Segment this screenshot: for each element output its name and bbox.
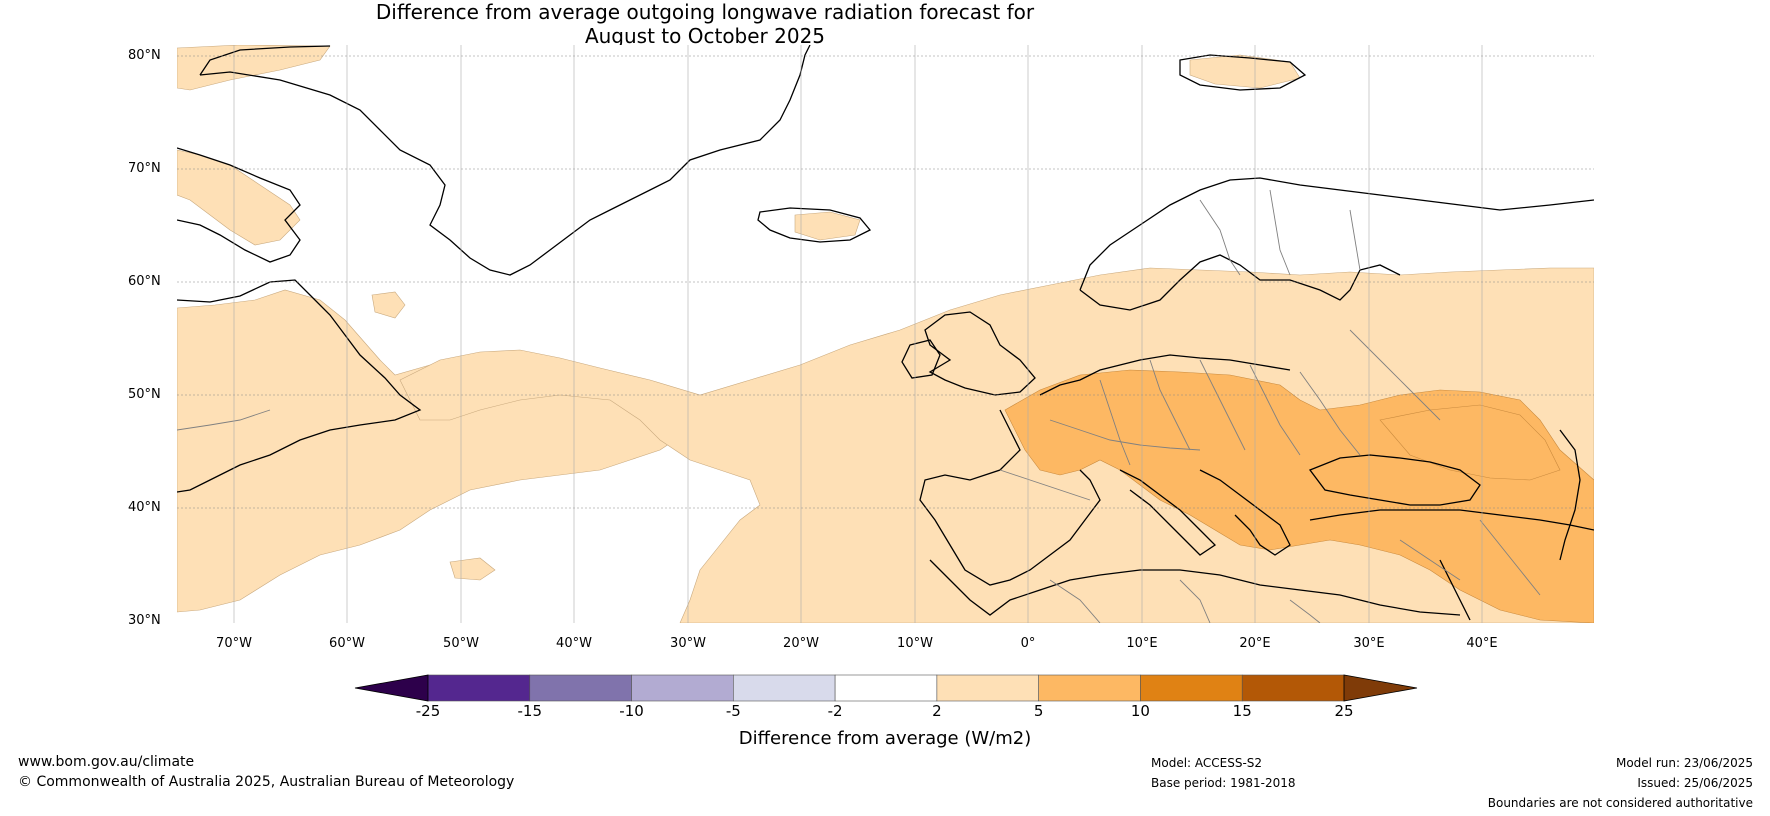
lon-label-20e: 20°E <box>1239 636 1271 651</box>
colorbar-tick-label: -2 <box>827 702 843 720</box>
lon-label-10e: 10°E <box>1126 636 1158 651</box>
anomaly-region-turkey-east <box>1379 404 1561 481</box>
lat-label-80n: 80°N <box>128 48 161 63</box>
colorbar-bin <box>834 674 938 702</box>
coastline-black-sea <box>1308 454 1481 506</box>
coastline-france-iberia <box>919 409 1101 586</box>
anomaly-moderate-regions <box>1004 369 1594 623</box>
lon-label-60w: 60°W <box>329 636 365 651</box>
coastline-norway-west <box>1079 254 1401 311</box>
footer-issued: Issued: 25/06/2025 <box>1637 776 1753 790</box>
coastline-iceland <box>757 207 872 243</box>
coastline-north-africa <box>929 559 1461 616</box>
coastline-labrador <box>177 279 422 493</box>
colorbar-tick-label: -5 <box>725 702 741 720</box>
graticule <box>177 45 1594 623</box>
anomaly-region-iceland <box>794 211 861 241</box>
lon-label-20w: 20°W <box>783 636 819 651</box>
coastline-svalbard <box>1179 54 1307 91</box>
lon-label-30e: 30°E <box>1353 636 1385 651</box>
coastline-greenland-north <box>199 45 331 76</box>
footer-model: Model: ACCESS-S2 <box>1151 756 1263 770</box>
coastline-baffin <box>177 147 301 263</box>
country-borders <box>177 189 1541 623</box>
anomaly-region-greenland-north <box>177 45 331 91</box>
footer-website: www.bom.gov.au/climate <box>18 754 195 770</box>
lat-label-50n: 50°N <box>128 387 161 402</box>
lon-label-50w: 50°W <box>443 636 479 651</box>
colorbar-bin <box>631 674 734 702</box>
colorbar-over-triangle <box>1343 674 1418 702</box>
title-line-1: Difference from average outgoing longwav… <box>375 0 1035 24</box>
lon-label-30w: 30°W <box>670 636 706 651</box>
lat-label-70n: 70°N <box>128 161 161 176</box>
colorbar-tick-label: 25 <box>1334 702 1354 720</box>
lat-label-60n: 60°N <box>128 274 161 289</box>
coastline-greenland <box>199 45 811 276</box>
colorbar-tick-label: 2 <box>932 702 942 720</box>
coastline-caspian <box>1559 429 1581 561</box>
colorbar-label: Difference from average (W/m2) <box>738 728 1032 749</box>
colorbar-bin <box>427 674 531 702</box>
footer-model-run: Model run: 23/06/2025 <box>1615 756 1753 770</box>
colorbar-tick-label: 10 <box>1130 702 1150 720</box>
colorbar-bin <box>1241 674 1345 702</box>
lon-label-40w: 40°W <box>556 636 592 651</box>
colorbar-bin <box>529 674 632 702</box>
footer-disclaimer: Boundaries are not considered authoritat… <box>1487 796 1753 810</box>
lon-label-70w: 70°W <box>216 636 252 651</box>
colorbar-bin <box>1038 674 1141 702</box>
lat-label-30n: 30°N <box>128 613 161 628</box>
chart-title: Difference from average outgoing longwav… <box>0 0 1410 48</box>
colorbar-bin <box>936 674 1039 702</box>
colorbar-tick-label: -10 <box>619 702 644 720</box>
coastline-ireland <box>901 339 941 379</box>
anomaly-region-svalbard <box>1189 54 1301 89</box>
title-line-2: August to October 2025 <box>584 24 826 48</box>
colorbar-tick-label: -15 <box>517 702 543 720</box>
coastline-british-isles <box>924 311 1036 396</box>
anomaly-region-labrador-sea <box>371 291 406 319</box>
colorbar-bin <box>733 674 836 702</box>
coastline-italy <box>1119 469 1217 556</box>
coastline-turkey <box>1309 509 1594 531</box>
colorbar-tick-label: 15 <box>1232 702 1252 720</box>
colorbar-tick-label: -25 <box>415 702 441 720</box>
colorbar-tick-label: 5 <box>1033 702 1044 720</box>
colorbar <box>354 674 1418 702</box>
footer-base-period: Base period: 1981-2018 <box>1151 776 1296 790</box>
coastline-western-europe <box>1039 354 1291 396</box>
forecast-map <box>177 45 1594 623</box>
lon-label-0: 0° <box>1020 636 1036 651</box>
colorbar-bin <box>1140 674 1243 702</box>
colorbar-under-triangle <box>354 674 429 702</box>
lon-label-10w: 10°W <box>897 636 933 651</box>
lat-label-40n: 40°N <box>128 500 161 515</box>
lon-label-40e: 40°E <box>1466 636 1498 651</box>
footer-copyright: © Commonwealth of Australia 2025, Austra… <box>18 774 515 790</box>
coastline-scandinavia <box>1079 177 1594 291</box>
